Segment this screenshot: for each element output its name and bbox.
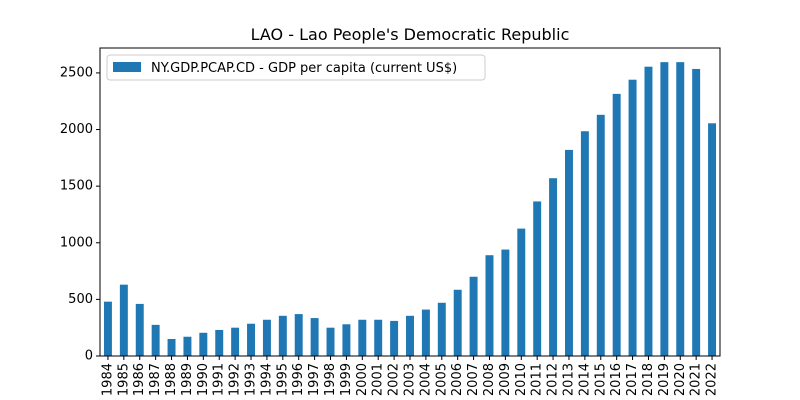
bar-1993: [247, 323, 255, 356]
x-tick-label: 2001: [371, 363, 386, 396]
plot-frame: [99, 47, 721, 357]
y-tick-label: 2000: [60, 122, 93, 137]
x-tick-label: 1991: [212, 363, 227, 396]
x-tick-label: 1987: [148, 363, 163, 396]
bar-2008: [485, 255, 494, 356]
x-tick-label: 1985: [116, 363, 131, 396]
x-tick-label: 1988: [164, 363, 179, 396]
bar-2003: [406, 315, 414, 356]
bar-1989: [183, 336, 192, 356]
bar-2005: [437, 302, 446, 356]
y-tick-label: 1500: [60, 179, 93, 194]
bar-2009: [501, 249, 510, 356]
legend-box: [106, 54, 486, 81]
bar-1991: [215, 329, 224, 356]
x-tick-label: 2006: [450, 363, 465, 396]
x-tick-label: 2000: [355, 363, 370, 396]
x-tick-label: 2016: [609, 363, 624, 396]
x-tick-label: 2002: [387, 363, 402, 396]
x-tick-label: 2004: [418, 363, 433, 396]
x-tick-label: 2021: [689, 363, 704, 396]
bar-2018: [644, 66, 653, 357]
bar-1998: [326, 327, 335, 356]
bar-1997: [310, 318, 319, 356]
bar-2016: [612, 93, 621, 357]
legend: NY.GDP.PCAP.CD - GDP per capita (current…: [106, 54, 486, 81]
bar-2004: [421, 309, 430, 356]
x-tick-label: 1996: [291, 363, 306, 396]
x-axis: 1984 1985 1986 1987 1988 1989 1990 1991 1992 1993…: [100, 356, 720, 396]
x-tick-label: 1989: [180, 363, 195, 396]
x-tick-label: 2012: [546, 363, 561, 396]
bar-2012: [549, 178, 558, 356]
x-tick-label: 2022: [705, 363, 720, 396]
bar-1987: [151, 324, 160, 356]
y-tick-label: 1000: [60, 235, 93, 250]
y-tick-label: 500: [68, 292, 93, 307]
x-tick-label: 2005: [434, 363, 449, 396]
x-tick-label: 2018: [641, 363, 656, 396]
x-tick-label: 2020: [673, 363, 688, 396]
x-tick-label: 2017: [625, 363, 640, 396]
x-tick-label: 2013: [561, 363, 576, 396]
x-tick-label: 1997: [307, 363, 322, 396]
bar-2021: [692, 68, 701, 356]
bar-1996: [294, 314, 303, 356]
bar-2001: [374, 319, 383, 356]
x-tick-label: 2015: [593, 363, 608, 396]
bar-1995: [278, 315, 287, 356]
bar-2013: [565, 149, 573, 356]
bar-2015: [596, 114, 605, 356]
x-tick-label: 1999: [339, 363, 354, 396]
bar-1994: [262, 319, 271, 356]
x-tick-label: 2010: [514, 363, 529, 396]
bar-2022: [708, 123, 717, 356]
bar-1999: [342, 324, 351, 356]
bar-2020: [676, 62, 685, 357]
bar-1984: [103, 301, 112, 356]
x-tick-label: 2008: [482, 363, 497, 396]
x-tick-label: 1986: [132, 363, 147, 396]
x-tick-label: 1990: [196, 363, 211, 396]
y-axis: 0 500 1000 1500 2000 2500: [60, 65, 100, 364]
bar-2011: [533, 201, 542, 356]
bar-1985: [119, 284, 128, 356]
bar-2006: [453, 289, 462, 356]
x-tick-label: 2014: [577, 363, 592, 396]
bar-2014: [580, 131, 589, 356]
y-tick-label: 0: [85, 349, 93, 364]
x-tick-label: 2003: [403, 363, 418, 396]
bar-1988: [167, 339, 176, 356]
x-tick-label: 2011: [530, 363, 545, 396]
x-tick-label: 2007: [466, 363, 481, 396]
x-tick-label: 1992: [228, 363, 243, 396]
x-tick-label: 1998: [323, 363, 338, 396]
chart-title: LAO - Lao People's Democratic Republic: [251, 25, 570, 44]
bar-2017: [628, 79, 637, 357]
x-tick-label: 1994: [259, 363, 274, 396]
bar-1990: [199, 332, 208, 356]
bar-2010: [517, 228, 526, 356]
x-tick-label: 2019: [657, 363, 672, 396]
bar-2002: [390, 320, 399, 356]
bar-1986: [135, 303, 144, 356]
x-tick-label: 2009: [498, 363, 513, 396]
bar-2007: [469, 276, 478, 356]
bar-2019: [660, 62, 669, 357]
bars-layer: [103, 62, 717, 357]
bar-1992: [231, 327, 240, 356]
bar-2000: [358, 319, 367, 356]
x-tick-label: 1984: [100, 363, 115, 396]
legend-swatch: [113, 62, 141, 72]
legend-label: NY.GDP.PCAP.CD - GDP per capita (current…: [151, 61, 457, 76]
x-tick-label: 1995: [275, 363, 290, 396]
x-tick-label: 1993: [244, 363, 259, 396]
y-tick-label: 2500: [60, 65, 93, 80]
